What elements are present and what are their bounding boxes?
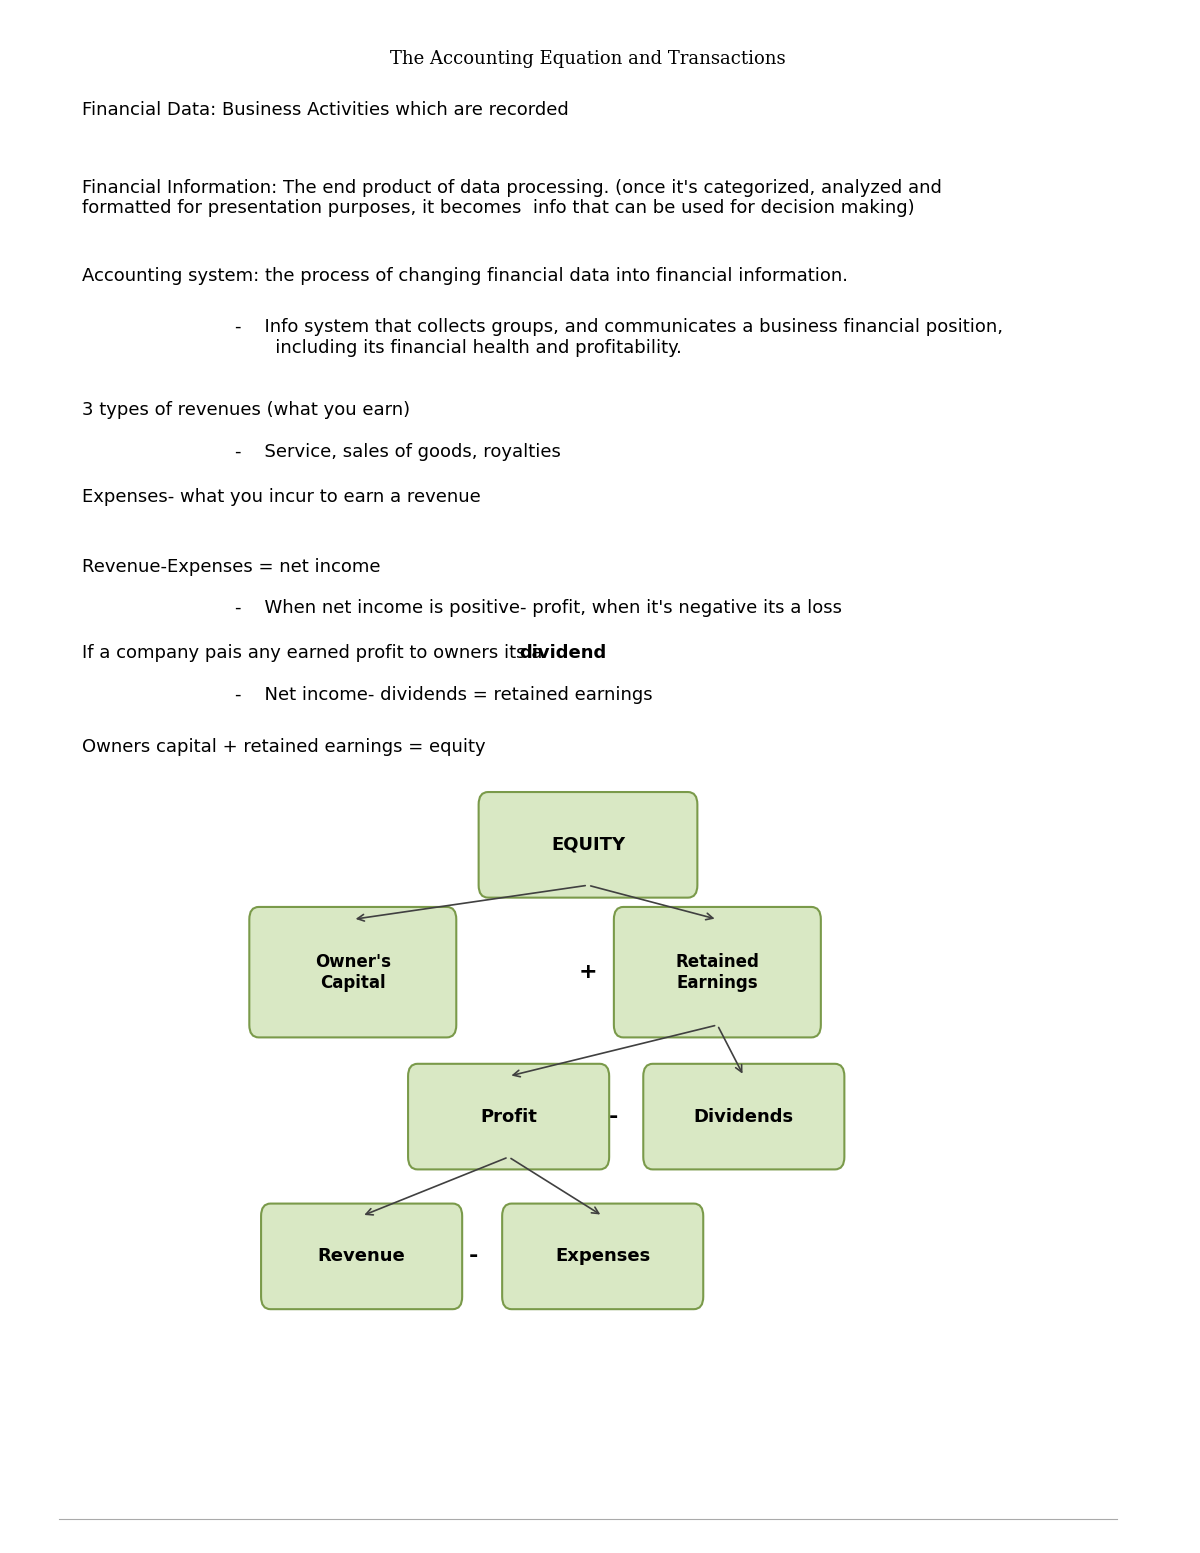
Text: Revenue-Expenses = net income: Revenue-Expenses = net income (83, 558, 380, 576)
Text: dividend: dividend (520, 644, 607, 663)
Text: Owners capital + retained earnings = equity: Owners capital + retained earnings = equ… (83, 738, 486, 756)
FancyBboxPatch shape (262, 1204, 462, 1309)
Text: EQUITY: EQUITY (551, 836, 625, 854)
FancyBboxPatch shape (408, 1064, 610, 1169)
Text: Owner's
Capital: Owner's Capital (314, 954, 391, 991)
Text: Profit: Profit (480, 1107, 538, 1126)
Text: The Accounting Equation and Transactions: The Accounting Equation and Transactions (390, 50, 786, 68)
Text: Dividends: Dividends (694, 1107, 794, 1126)
Text: -    Net income- dividends = retained earnings: - Net income- dividends = retained earni… (235, 686, 653, 705)
Text: -: - (610, 1107, 618, 1126)
FancyBboxPatch shape (643, 1064, 845, 1169)
FancyBboxPatch shape (250, 907, 456, 1037)
Text: Retained
Earnings: Retained Earnings (676, 954, 760, 991)
FancyBboxPatch shape (614, 907, 821, 1037)
Text: -: - (469, 1247, 479, 1266)
Text: Financial Data: Business Activities which are recorded: Financial Data: Business Activities whic… (83, 101, 569, 120)
Text: Expenses: Expenses (556, 1247, 650, 1266)
Text: -    Info system that collects groups, and communicates a business financial pos: - Info system that collects groups, and … (235, 318, 1003, 357)
Text: Accounting system: the process of changing financial data into financial informa: Accounting system: the process of changi… (83, 267, 848, 286)
Text: Expenses- what you incur to earn a revenue: Expenses- what you incur to earn a reven… (83, 488, 481, 506)
Text: -    When net income is positive- profit, when it's negative its a loss: - When net income is positive- profit, w… (235, 599, 842, 618)
Text: Revenue: Revenue (318, 1247, 406, 1266)
Text: -    Service, sales of goods, royalties: - Service, sales of goods, royalties (235, 443, 562, 461)
FancyBboxPatch shape (479, 792, 697, 898)
FancyBboxPatch shape (502, 1204, 703, 1309)
Text: Financial Information: The end product of data processing. (once it's categorize: Financial Information: The end product o… (83, 179, 942, 217)
Text: If a company pais any earned profit to owners its a: If a company pais any earned profit to o… (83, 644, 548, 663)
Text: +: + (578, 963, 598, 981)
Text: 3 types of revenues (what you earn): 3 types of revenues (what you earn) (83, 401, 410, 419)
